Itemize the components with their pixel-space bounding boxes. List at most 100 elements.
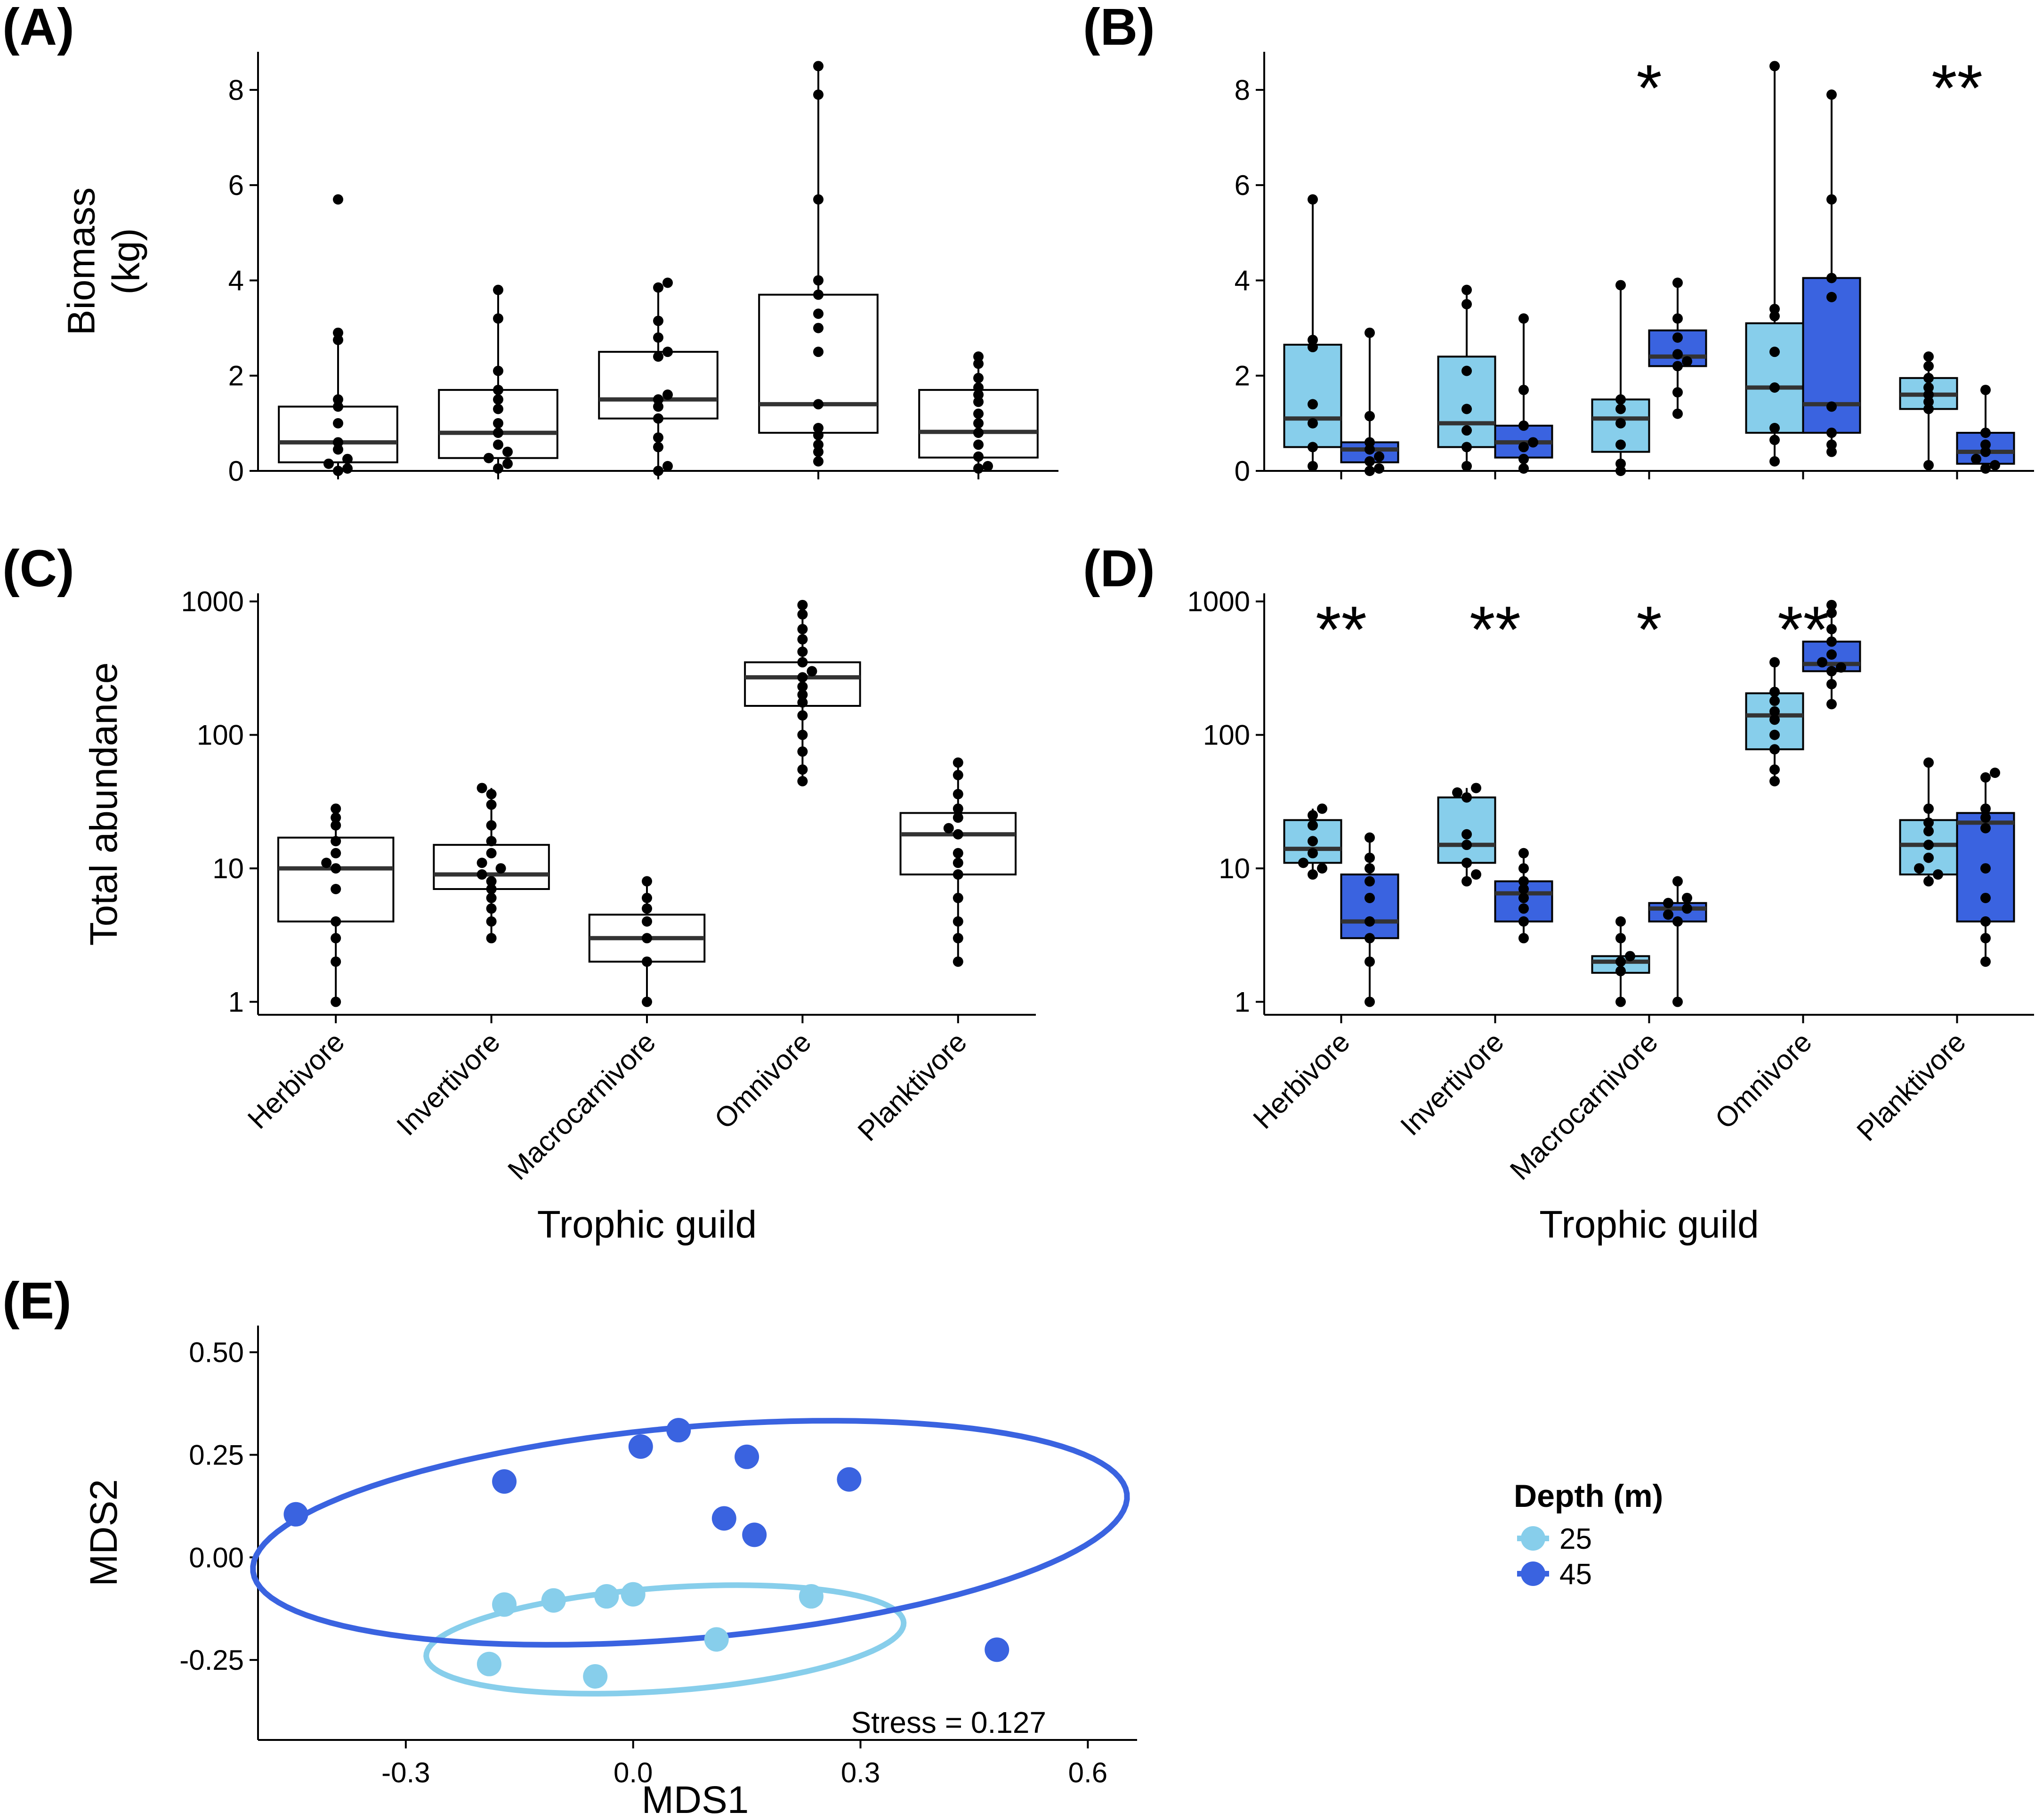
data-point [797,599,808,610]
data-point [1298,857,1309,868]
point-45 [742,1522,767,1547]
data-point [1923,361,1934,372]
data-point [1826,599,1837,610]
data-point [797,710,808,721]
data-point [973,428,984,438]
ellipse-25 [423,1582,907,1697]
data-point [1980,772,1991,783]
data-point [1826,446,1837,457]
data-point [813,439,824,450]
box-all-herbivore [277,803,395,1007]
data-point [642,933,652,944]
data-point [331,848,341,858]
y-tick-label: 0.50 [189,1337,244,1368]
y-tick-label: 100 [197,720,244,751]
box-all-planktivore [918,351,1039,474]
data-point [1923,757,1934,768]
data-point [333,401,343,412]
data-point [813,399,824,410]
data-point [1923,389,1934,400]
x-tick-label: Herbivore [242,1026,350,1135]
data-point [1923,382,1934,393]
data-point [1615,933,1626,944]
point-25 [594,1584,619,1609]
box-45-herbivore [1340,327,1399,476]
point-25 [621,1582,646,1607]
data-point [1364,933,1375,944]
data-point [1462,857,1472,868]
data-point [495,863,506,874]
data-point [1826,291,1837,302]
data-point [813,61,824,72]
iqr-box [1283,343,1342,448]
data-point [1923,840,1934,850]
data-point [1826,401,1837,412]
data-point [1826,679,1837,689]
data-point [333,194,343,205]
data-point [1615,394,1626,405]
data-point [1923,372,1934,383]
data-point [1826,666,1837,677]
data-point [1769,422,1780,433]
data-point [321,857,332,868]
x-axis-label: Trophic guild [537,1203,757,1246]
data-point [1615,404,1626,414]
legend-title: Depth (m) [1514,1478,1663,1514]
data-point [1518,385,1529,396]
data-point [1518,903,1529,914]
data-point [953,757,963,768]
data-point [333,437,343,448]
panel-label: (B) [1083,0,1155,56]
significance-marker: ** [1931,51,1983,125]
data-point [1769,764,1780,775]
data-point [1364,437,1375,448]
data-point [1462,442,1472,453]
data-point [1826,607,1837,618]
data-point [797,634,808,645]
data-point [1980,463,1991,474]
data-point [333,418,343,429]
data-point [1672,313,1683,324]
data-point [1672,387,1683,398]
data-point [1364,444,1375,455]
data-point [1769,729,1780,740]
data-point [1364,876,1375,887]
y-tick-label: 0 [1235,455,1250,487]
data-point [1923,852,1934,863]
data-point [1923,396,1934,407]
data-point [813,323,824,333]
data-point [1308,342,1318,353]
data-point [323,458,334,469]
data-point [1826,624,1837,635]
data-point [1317,863,1328,874]
data-point [813,422,824,433]
data-point [653,466,663,476]
data-point [331,996,341,1007]
data-point [813,89,824,100]
data-point [1308,194,1318,205]
data-point [642,956,652,967]
box-25-omnivore [1745,657,1804,786]
data-point [662,461,673,471]
data-point [1970,453,1981,464]
data-point [331,863,341,874]
data-point [813,289,824,300]
data-point [493,365,503,376]
y-axis-label: MDS2 [82,1479,125,1586]
data-point [493,404,503,414]
data-point [1518,420,1529,431]
data-point [1308,461,1318,471]
box-all-macrocarnivore [598,277,719,476]
data-point [797,729,808,740]
data-point [1462,365,1472,376]
data-point [1980,428,1991,438]
point-45 [666,1418,691,1443]
data-point [484,453,494,463]
data-point [1663,898,1673,908]
data-point [1769,304,1780,315]
data-point [1980,446,1991,457]
data-point [1364,996,1375,1007]
data-point [493,313,503,324]
